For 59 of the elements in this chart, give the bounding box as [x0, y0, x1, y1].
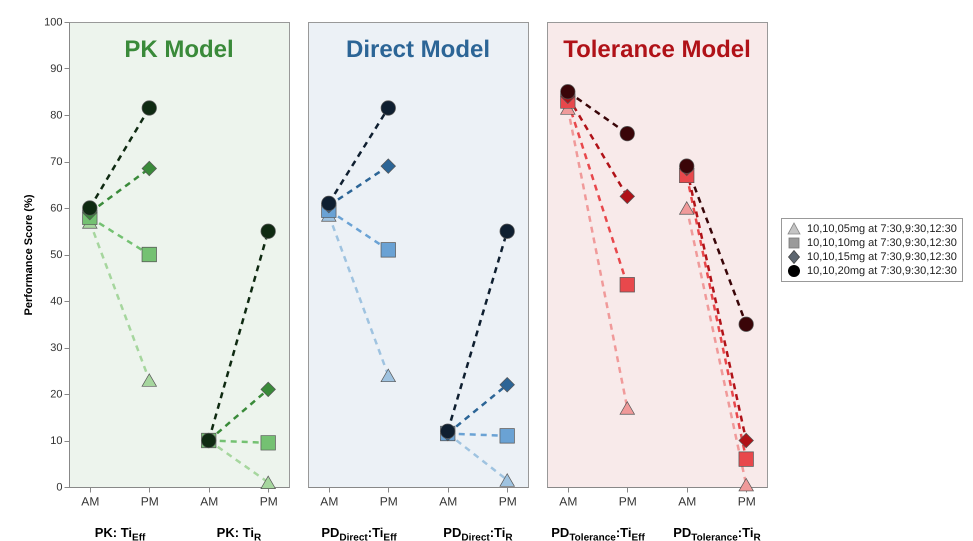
y-tick-label: 60 — [50, 202, 62, 214]
point — [620, 277, 635, 292]
point — [380, 242, 396, 258]
x-tick-label: AM — [439, 494, 458, 508]
text: 10,10,15mg at 7:30,9:30,12:30 — [807, 250, 957, 264]
y-tick-label: 0 — [56, 482, 62, 494]
point — [321, 196, 336, 211]
x-tick-label: AM — [81, 494, 100, 508]
text: PD$_{Tolerance}$:Ti$_{R}$ — [673, 524, 761, 541]
y-tick-label: 40 — [50, 296, 62, 308]
x-tick-label: AM — [320, 494, 338, 508]
point — [380, 100, 396, 116]
point — [738, 432, 754, 448]
x-tick-label: AM — [559, 494, 578, 508]
y-tick-label: 10 — [50, 435, 62, 447]
text: PK: Ti$_{Eff}$ — [94, 524, 146, 541]
x-tick-label: AM — [678, 494, 696, 508]
point — [380, 158, 396, 174]
point — [260, 435, 276, 450]
y-tick-label: 100 — [44, 16, 62, 28]
point — [82, 200, 98, 216]
x-tick-label: PM — [618, 494, 637, 508]
point — [560, 84, 576, 100]
text: 10,10,10mg at 7:30,9:30,12:30 — [807, 236, 957, 250]
point — [500, 224, 515, 239]
x-tick-label: AM — [200, 494, 218, 508]
x-tick-label: PM — [738, 494, 756, 508]
point — [500, 377, 515, 392]
y-tick-label: 20 — [50, 388, 62, 400]
point — [738, 316, 754, 332]
text: PD$_{Direct}$:Ti$_{R}$ — [443, 524, 513, 541]
point — [738, 452, 754, 467]
text: PD$_{Direct}$:Ti$_{Eff}$ — [321, 524, 397, 541]
point — [260, 224, 276, 239]
y-tick-label: 90 — [50, 63, 62, 75]
y-axis-title: Performance Score (%) — [23, 194, 36, 316]
x-tick-label: PM — [260, 494, 278, 508]
x-tick-label: PM — [498, 494, 517, 508]
y-tick-label: 80 — [50, 110, 62, 122]
y-tick-label: 70 — [50, 156, 62, 168]
text: 10,10,20mg at 7:30,9:30,12:30 — [807, 264, 957, 278]
y-tick-label: 50 — [50, 249, 62, 261]
point — [142, 246, 157, 262]
text: Direct Model — [346, 36, 490, 63]
x-tick-label: PM — [140, 494, 159, 508]
point — [260, 382, 276, 397]
point — [620, 126, 635, 142]
text: PK: Ti$_{R}$ — [216, 524, 262, 541]
x-tick-label: PM — [380, 494, 398, 508]
point — [142, 100, 157, 116]
point — [620, 188, 635, 204]
point — [500, 428, 515, 444]
text: Tolerance Model — [563, 36, 751, 63]
y-tick-label: 30 — [50, 342, 62, 354]
text: 10,10,05mg at 7:30,9:30,12:30 — [807, 222, 957, 236]
text: PK Model — [124, 36, 234, 63]
point — [142, 160, 157, 176]
text: PD$_{Tolerance}$:Ti$_{Eff}$ — [551, 524, 645, 541]
point — [679, 158, 694, 174]
